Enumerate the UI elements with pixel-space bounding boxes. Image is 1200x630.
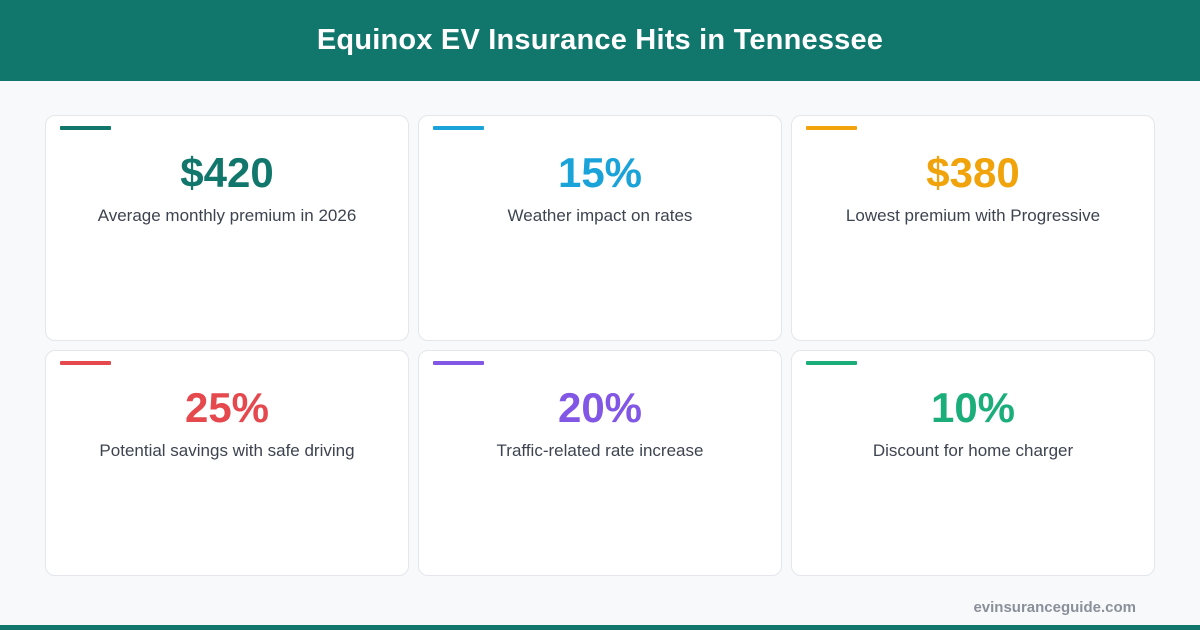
stat-card: $420 Average monthly premium in 2026 [45,115,409,341]
stat-value: 25% [184,384,270,431]
card-accent-bar [433,361,484,365]
stat-card: 20% Traffic-related rate increase [418,350,782,576]
stat-label: Average monthly premium in 2026 [97,206,357,225]
page-title: Equinox EV Insurance Hits in Tennessee [316,24,884,56]
card-accent-bar [806,126,857,130]
stat-card: 25% Potential savings with safe driving [45,350,409,576]
site-url: evinsuranceguide.com [973,599,1136,616]
card-accent-bar [433,126,484,130]
stat-value: 15% [557,149,643,196]
stat-card: 10% Discount for home charger [791,350,1155,576]
stat-value: 10% [930,384,1016,431]
card-accent-bar [60,361,111,365]
stat-value: $380 [926,149,1020,196]
footer-bar [0,625,1200,630]
stat-value: $420 [180,149,274,196]
stat-label: Weather impact on rates [507,206,693,225]
stat-card: $380 Lowest premium with Progressive [791,115,1155,341]
stat-label: Discount for home charger [872,441,1074,460]
header-banner: Equinox EV Insurance Hits in Tennessee [0,0,1200,81]
stat-value: 20% [557,384,643,431]
card-accent-bar [806,361,857,365]
card-accent-bar [60,126,111,130]
stat-label: Lowest premium with Progressive [845,206,1101,225]
stat-label: Potential savings with safe driving [99,441,355,460]
stat-label: Traffic-related rate increase [496,441,704,460]
stats-grid: $420 Average monthly premium in 2026 15%… [45,115,1155,576]
stat-card: 15% Weather impact on rates [418,115,782,341]
